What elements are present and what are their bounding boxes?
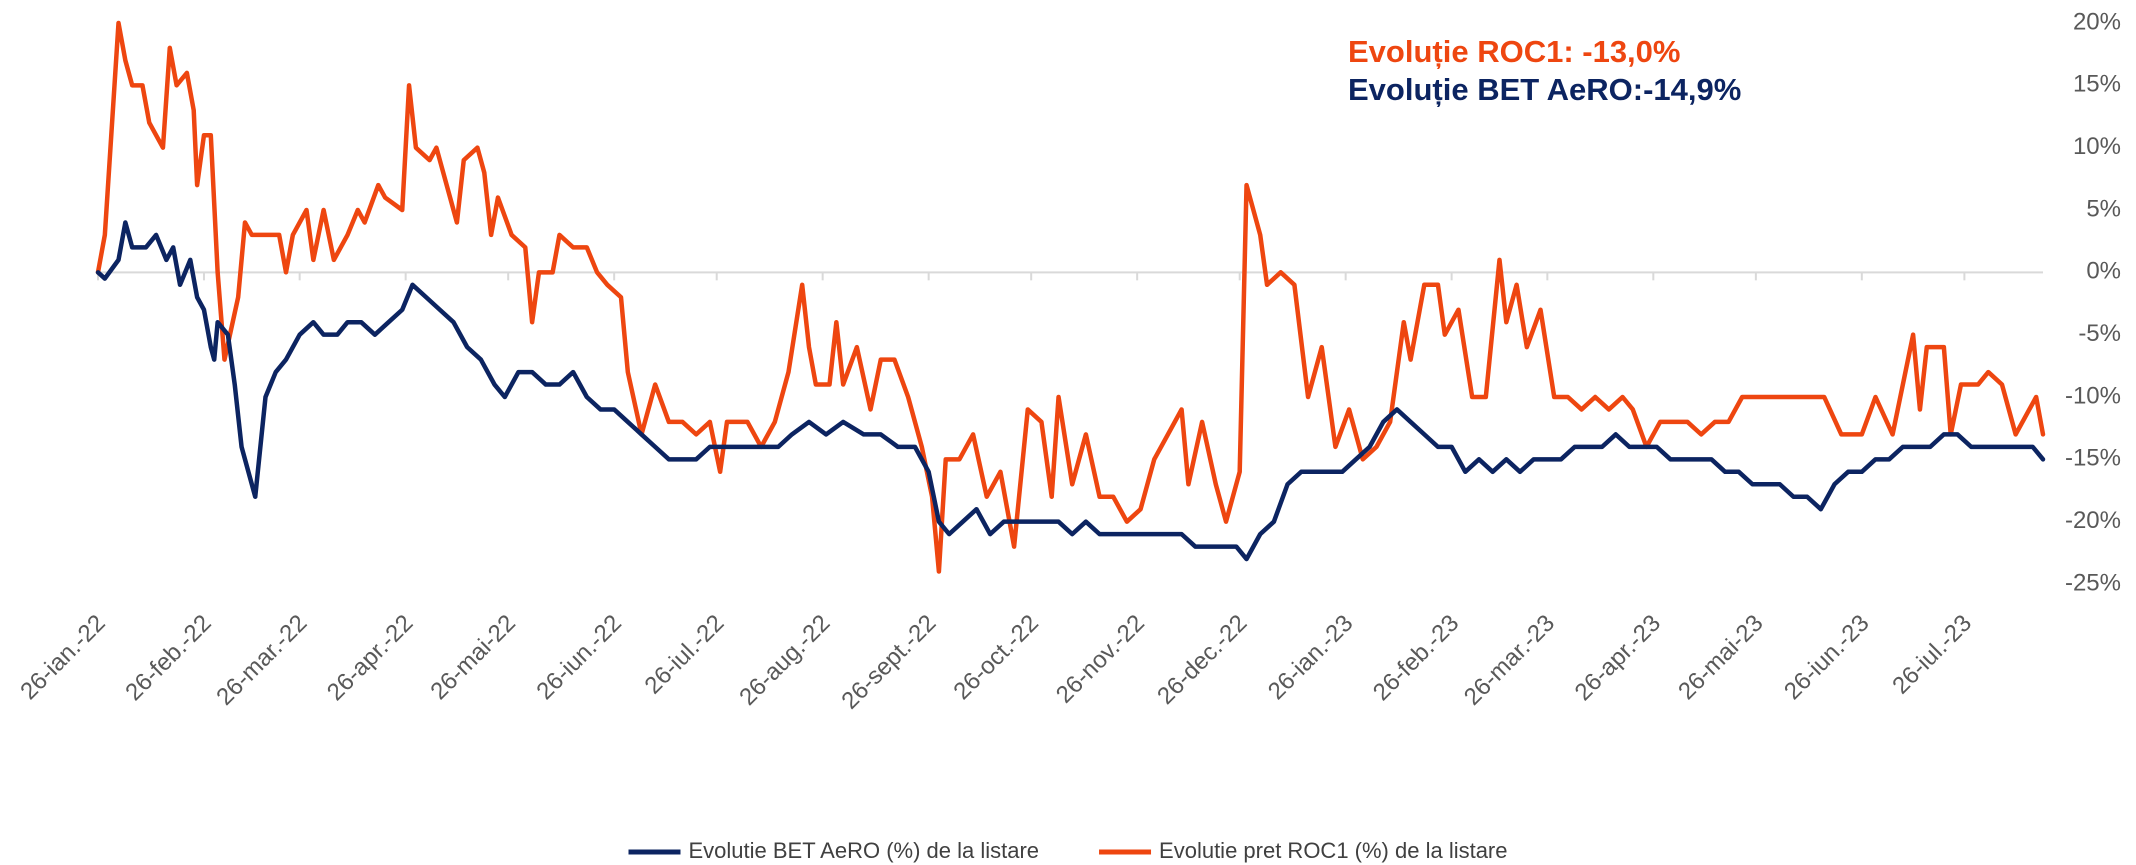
x-tick-label: 26-ian.-22 <box>15 610 111 706</box>
y-tick-label: 0% <box>2086 258 2121 285</box>
series-line <box>95 20 2046 574</box>
y-tick-label: -15% <box>2065 445 2121 472</box>
x-tick-label: 26-nov.-22 <box>1051 610 1150 709</box>
annotation: Evoluție BET AeRO:-14,9% <box>1348 72 1741 107</box>
y-tick-label: 15% <box>2073 71 2121 98</box>
x-tick-label: 26-apr.-23 <box>1570 610 1666 706</box>
x-tick-label: 26-ian.-23 <box>1263 610 1359 706</box>
x-tick-label: 26-iul.-22 <box>640 610 730 700</box>
x-tick-label: 26-mai-23 <box>1673 610 1768 705</box>
series-line <box>95 220 2046 562</box>
y-tick-label: 5% <box>2086 195 2121 222</box>
x-tick-label: 26-oct.-22 <box>948 610 1044 706</box>
y-tick-label: -20% <box>2065 507 2121 534</box>
y-tick-label: -5% <box>2078 320 2121 347</box>
x-tick-label: 26-feb.-22 <box>120 610 216 706</box>
y-tick-label: -25% <box>2065 569 2121 596</box>
legend-label: Evolutie pret ROC1 (%) de la listare <box>1159 838 1507 863</box>
x-tick-label: 26-mar.-23 <box>1459 610 1560 711</box>
y-tick-label: -10% <box>2065 382 2121 409</box>
x-tick-label: 26-sept.-22 <box>836 610 941 715</box>
x-tick-label: 26-iun.-22 <box>531 610 627 706</box>
x-tick-label: 26-feb.-23 <box>1368 610 1464 706</box>
x-tick-label: 26-aug.-22 <box>734 610 835 711</box>
x-tick-label: 26-dec.-22 <box>1152 610 1252 710</box>
legend-label: Evolutie BET AeRO (%) de la listare <box>689 838 1040 863</box>
x-tick-label: 26-mar.-22 <box>211 610 312 711</box>
x-tick-label: 26-iul.-23 <box>1887 610 1977 700</box>
y-tick-label: 20% <box>2073 8 2121 35</box>
x-tick-label: 26-apr.-22 <box>322 610 418 706</box>
y-tick-label: 10% <box>2073 133 2121 160</box>
x-tick-label: 26-iun.-23 <box>1779 610 1875 706</box>
annotation: Evoluție ROC1: -13,0% <box>1348 34 1680 69</box>
x-tick-label: 26-mai-22 <box>425 610 520 705</box>
